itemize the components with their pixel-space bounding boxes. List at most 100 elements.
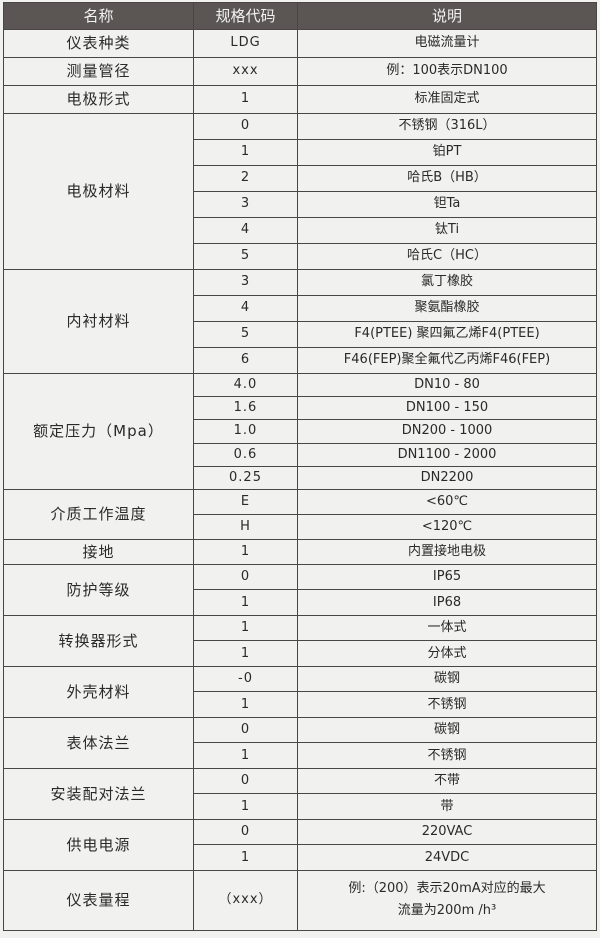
spec-description: 例：100表示DN100 [297,57,597,86]
spec-code: 2 [193,165,298,192]
table-row: 2 哈氏B（HB） [4,165,597,192]
group-name: 测量管径 [3,57,194,86]
header-row: 名称 规格代码 说明 [3,2,597,30]
spec-code: 0 [193,113,298,140]
table-row: 测量管径 xxx 例：100表示DN100 [3,57,597,86]
spec-description: DN100 - 150 [297,396,597,421]
table-row: H <120℃ [4,513,597,540]
spec-description: <120℃ [297,513,597,540]
spec-code: 4 [193,217,298,244]
spec-description: 220VAC [297,818,597,846]
spec-code: 4 [193,295,298,322]
description-line: 流量为200m /h³ [397,903,497,919]
spec-code: 1 [193,844,298,871]
group-name: 供电电源 [3,818,194,871]
spec-code: 4.0 [193,372,298,398]
spec-code: 1 [193,614,298,642]
spec-description: 哈氏B（HB） [297,165,597,192]
header-desc: 说明 [297,2,597,30]
spec-description: DN200 - 1000 [297,419,597,444]
header-name: 名称 [3,2,194,30]
spec-description: <60℃ [297,488,597,515]
spec-description: 铂PT [297,139,597,166]
spec-description: IP68 [297,589,597,616]
spec-code: 0 [193,563,298,591]
table-row: 4 钛Ti [4,217,597,244]
spec-description: 不锈钢（316L） [297,113,597,140]
spec-description: 碳钢 [297,716,597,744]
table-row: 0.25 DN2200 [4,465,597,490]
group-name: 表体法兰 [3,716,194,769]
spec-description: 不锈钢 [297,691,597,718]
spec-description: 例:（200）表示20mA对应的最大 流量为200m /h³ [297,869,597,931]
table-row: 转换器形式 1 一体式 [3,614,597,667]
table-row: 0.6 DN1100 - 2000 [4,442,597,467]
table-row: 仪表量程 （xxx） 例:（200）表示20mA对应的最大 流量为200m /h³ [3,869,597,931]
spec-code: 5 [193,243,298,270]
spec-code: 6 [193,347,298,374]
spec-code: （xxx） [193,869,298,931]
group-name: 电极材料 [3,113,194,270]
spec-code: 0.6 [193,442,298,467]
spec-code: 3 [193,269,298,296]
spec-code: 1.0 [193,419,298,444]
description-line: 例:（200）表示20mA对应的最大 [348,881,546,897]
spec-code: 3 [193,191,298,218]
group-name: 外壳材料 [3,665,194,718]
table-row: 电极材料 0 不锈钢（316L） [3,113,597,270]
table-row: 1.0 DN200 - 1000 [4,419,597,444]
table-row: 1 分体式 [4,640,597,667]
spec-code: 1 [193,793,298,820]
spec-description: DN1100 - 2000 [297,442,597,467]
spec-code: -0 [193,665,298,693]
group-name: 电极形式 [3,85,194,114]
spec-description: 带 [297,793,597,820]
header-code: 规格代码 [193,2,298,30]
spec-description: 氯丁橡胶 [297,269,597,296]
spec-code: 0 [193,818,298,846]
spec-code: 1 [193,538,298,565]
spec-description: 哈氏C（HC） [297,243,597,270]
group-name: 额定压力（Mpa） [3,373,194,490]
spec-description: F46(FEP)聚全氟代乙丙烯F46(FEP) [297,347,597,374]
table-row: 额定压力（Mpa） 4.0 DN10 - 80 [3,372,597,490]
table-row: 外壳材料 -0 碳钢 [3,665,597,718]
spec-description: 一体式 [297,614,597,642]
table-row: 1 IP68 [4,589,597,616]
spec-code: 0 [193,767,298,795]
group-name: 仪表量程 [3,869,194,931]
spec-code: 5 [193,321,298,348]
spec-description: DN10 - 80 [297,372,597,398]
spec-code: xxx [193,57,298,86]
table-row: 1 不锈钢 [4,742,597,769]
group-name: 内衬材料 [3,269,194,374]
table-row: 介质工作温度 E <60℃ [3,488,597,540]
spec-code: 0.25 [193,465,298,490]
spec-code: LDG [193,29,298,58]
table-row: 6 F46(FEP)聚全氟代乙丙烯F46(FEP) [4,347,597,374]
spec-description: 碳钢 [297,665,597,693]
table-row: 5 F4(PTEE) 聚四氟乙烯F4(PTEE) [4,321,597,348]
spec-code: 1.6 [193,396,298,421]
group-name: 转换器形式 [3,614,194,667]
spec-description: DN2200 [297,465,597,490]
spec-description: IP65 [297,563,597,591]
table-row: 5 哈氏C（HC） [4,243,597,270]
spec-code: 0 [193,716,298,744]
table-row: 4 聚氨酯橡胶 [4,295,597,322]
spec-description: 不带 [297,767,597,795]
spec-code: E [193,488,298,515]
spec-description: F4(PTEE) 聚四氟乙烯F4(PTEE) [297,321,597,348]
spec-table: 名称 规格代码 说明 仪表种类 LDG 电磁流量计 测量管径 xxx 例：100表示DN1… [3,2,597,931]
spec-code: 1 [193,640,298,667]
group-name: 介质工作温度 [3,488,194,540]
group-name: 接地 [3,538,194,565]
spec-description: 内置接地电极 [297,538,597,565]
table-row: 安装配对法兰 0 不带 [3,767,597,820]
spec-description: 聚氨酯橡胶 [297,295,597,322]
spec-description: 钛Ti [297,217,597,244]
spec-description: 标准固定式 [297,85,597,114]
table-row: 供电电源 0 220VAC [3,818,597,871]
spec-description: 钽Ta [297,191,597,218]
group-name: 仪表种类 [3,29,194,58]
